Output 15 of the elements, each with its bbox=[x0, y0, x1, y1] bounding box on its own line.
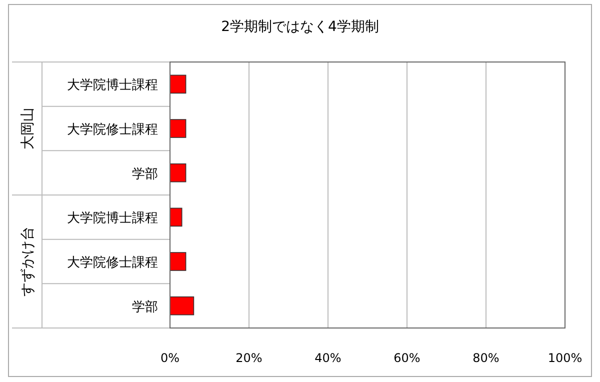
y-tick-label: 大学院修士課程 bbox=[67, 122, 158, 138]
chart-title: 2学期制ではなく4学期制 bbox=[221, 19, 379, 35]
y-tick-label: 大学院博士課程 bbox=[67, 78, 158, 94]
y-tick-label: 大学院修士課程 bbox=[67, 256, 158, 270]
x-tick-label: 60% bbox=[394, 351, 420, 365]
text: 大岡山 bbox=[20, 108, 36, 150]
y-tick-label: 大学院博士課程 bbox=[67, 211, 158, 226]
x-tick-label: 80% bbox=[472, 351, 500, 365]
x-tick-label: 20% bbox=[236, 351, 262, 365]
y-tick-label: 学部 bbox=[132, 300, 158, 315]
text: すずかけ台 bbox=[20, 226, 36, 296]
y-tick-label: 学部 bbox=[132, 166, 158, 182]
x-tick-label: 100% bbox=[548, 351, 582, 365]
x-tick-label: 40% bbox=[314, 351, 342, 365]
x-tick-label: 0% bbox=[160, 351, 180, 365]
